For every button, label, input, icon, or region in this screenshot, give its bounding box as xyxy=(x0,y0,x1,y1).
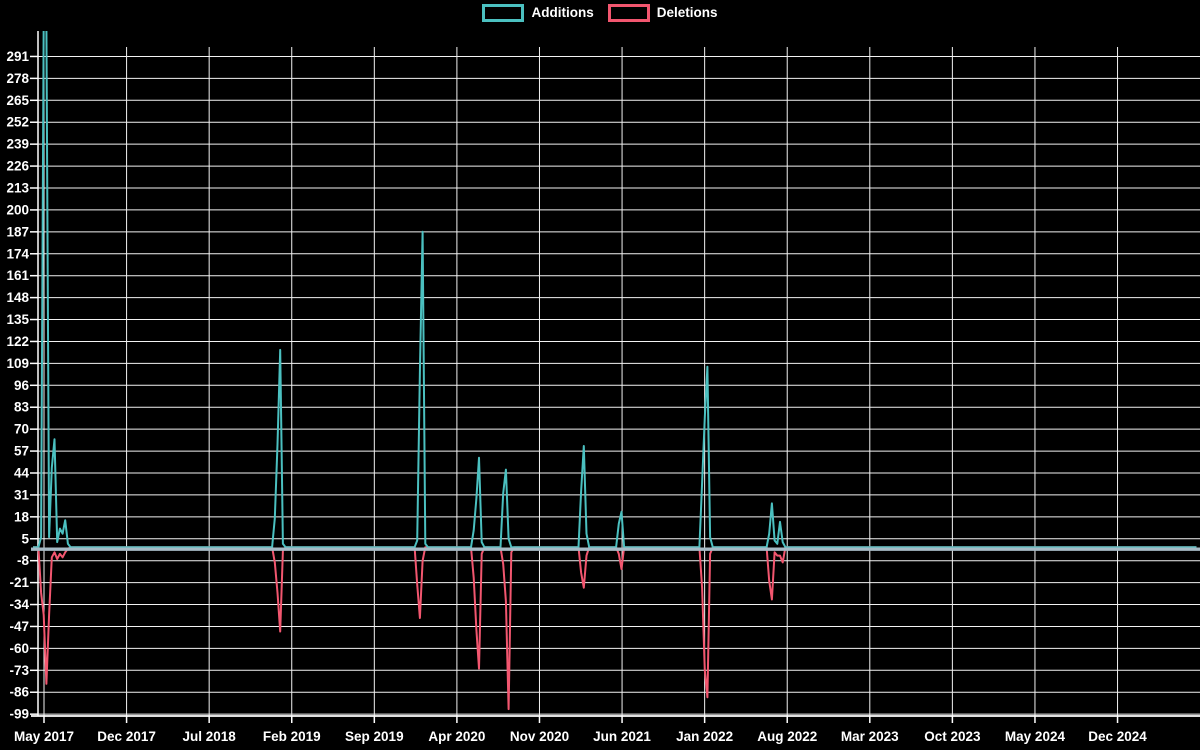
y-tick-label: 83 xyxy=(14,400,30,415)
legend-item-deletions[interactable]: Deletions xyxy=(607,4,718,22)
x-tick-label: Jun 2021 xyxy=(593,729,651,744)
y-tick-label: 252 xyxy=(6,115,29,130)
y-tick-label: 135 xyxy=(6,312,29,327)
x-tick-label: Apr 2020 xyxy=(428,729,485,744)
x-tick-label: Jul 2018 xyxy=(183,729,237,744)
y-tick-label: -34 xyxy=(9,597,29,612)
additions-swatch-icon xyxy=(482,4,525,22)
y-tick-label: 161 xyxy=(6,268,29,283)
y-tick-label: 31 xyxy=(14,487,30,502)
legend-item-additions[interactable]: Additions xyxy=(482,4,594,22)
y-tick-label: 122 xyxy=(6,334,29,349)
y-tick-label: 200 xyxy=(6,202,29,217)
y-tick-label: -60 xyxy=(9,641,29,656)
chart-legend: Additions Deletions xyxy=(0,4,1200,22)
y-tick-label: 265 xyxy=(6,93,29,108)
legend-label: Additions xyxy=(531,5,594,21)
y-tick-label: 148 xyxy=(6,290,29,305)
y-tick-label: 213 xyxy=(6,180,29,195)
x-tick-label: Jan 2022 xyxy=(676,729,733,744)
y-tick-label: 174 xyxy=(6,246,29,261)
x-tick-label: May 2017 xyxy=(14,729,74,744)
y-tick-label: 187 xyxy=(6,224,29,239)
y-tick-label: 44 xyxy=(14,465,30,480)
deletions-swatch-icon xyxy=(607,4,650,22)
legend-label: Deletions xyxy=(656,5,718,21)
y-tick-label: 70 xyxy=(14,422,29,437)
x-tick-label: Feb 2019 xyxy=(263,729,321,744)
y-tick-label: 291 xyxy=(6,49,29,64)
x-tick-label: Dec 2024 xyxy=(1088,729,1147,744)
y-tick-label: 239 xyxy=(6,137,29,152)
x-tick-label: Oct 2023 xyxy=(924,729,981,744)
y-tick-label: 18 xyxy=(14,509,30,524)
y-tick-label: -8 xyxy=(17,553,29,568)
y-tick-label: 109 xyxy=(6,356,29,371)
additions-line xyxy=(33,31,1197,549)
x-tick-label: Mar 2023 xyxy=(841,729,899,744)
x-tick-label: Nov 2020 xyxy=(510,729,569,744)
x-tick-label: Sep 2019 xyxy=(345,729,404,744)
y-tick-label: -47 xyxy=(9,619,29,634)
x-tick-label: May 2024 xyxy=(1005,729,1066,744)
x-tick-label: Dec 2017 xyxy=(97,729,156,744)
y-tick-label: 278 xyxy=(6,71,29,86)
y-tick-label: 5 xyxy=(21,531,29,546)
y-tick-label: 57 xyxy=(14,444,29,459)
y-tick-label: 226 xyxy=(6,159,29,174)
y-tick-label: -86 xyxy=(9,685,29,700)
y-tick-label: -73 xyxy=(9,663,29,678)
y-tick-label: -99 xyxy=(9,707,29,722)
y-tick-label: -21 xyxy=(9,575,29,590)
x-tick-label: Aug 2022 xyxy=(757,729,817,744)
y-tick-label: 96 xyxy=(14,378,30,393)
